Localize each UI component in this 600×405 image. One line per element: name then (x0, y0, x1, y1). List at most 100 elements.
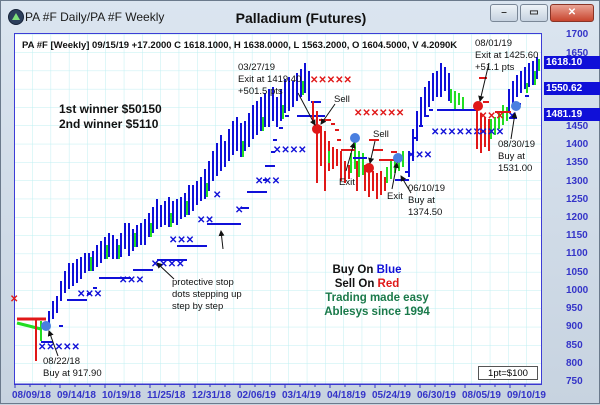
bars-green-5 (526, 59, 540, 93)
blue-x-end: ✕✕✕ (479, 127, 504, 138)
svg-text:✕✕: ✕✕ (197, 215, 214, 226)
svg-text:✕✕✕✕: ✕✕✕✕ (273, 145, 307, 156)
x-tick: 02/06/19 (237, 390, 276, 401)
svg-text:✕✕✕✕✕✕: ✕✕✕✕✕✕ (354, 108, 404, 119)
point-value-note: 1pt=$100 (478, 366, 538, 380)
buy-0830-label: Buy at (498, 151, 525, 162)
y-tick: 1450 (566, 121, 589, 132)
price-badge-mid: 1550.62 (544, 82, 600, 95)
bars-uptrend-2 (408, 63, 450, 177)
x-tick: 03/14/19 (282, 390, 321, 401)
window-title: PA #F Daily/PA #F Weekly (25, 10, 165, 24)
buy-0830-date: 08/30/19 (498, 139, 535, 150)
legend-sell-prefix: Sell On (334, 278, 378, 290)
app-logo-icon (8, 9, 24, 25)
svg-text:✕✕✕✕: ✕✕✕✕ (151, 259, 185, 270)
x-tick: 09/10/19 (507, 390, 546, 401)
exit-label-2: Exit (387, 191, 403, 202)
maximize-button[interactable]: ▭ (520, 4, 548, 22)
bars-green-3 (450, 89, 464, 109)
y-tick: 1250 (566, 194, 589, 205)
exit-0327-pts: +501.5 pts (238, 86, 283, 97)
window-controls: – ▭ ✕ (490, 4, 594, 22)
y-tick: 1150 (566, 230, 588, 241)
x-tick: 09/14/18 (57, 390, 96, 401)
x-tick: 11/25/18 (147, 390, 186, 401)
bars-initial: ✕ (10, 294, 46, 361)
y-tick: 1650 (566, 48, 589, 59)
blue-dots-late (413, 109, 477, 139)
sell-x-marker: ✕ (10, 294, 18, 305)
exit-label-1: Exit (339, 177, 355, 188)
y-tick: 900 (566, 321, 583, 332)
buy-0610-price: 1374.50 (408, 207, 443, 218)
svg-text:✕✕✕: ✕✕✕ (77, 289, 102, 300)
annotation-arrows (47, 62, 518, 357)
exit-0801-price: Exit at 1425.60 (475, 50, 539, 61)
svg-text:✕: ✕ (213, 190, 221, 201)
price-badge-close: 1618.10 (544, 56, 600, 69)
svg-text:✕✕✕: ✕✕✕ (255, 176, 280, 187)
y-tick: 1000 (566, 285, 589, 296)
x-tick: 05/24/19 (372, 390, 411, 401)
legend-buy-prefix: Buy On (332, 264, 377, 276)
legend-sell: Sell On Red (317, 277, 417, 292)
y-tick: 800 (566, 358, 583, 369)
tagline-1: Trading made easy (325, 292, 429, 304)
exit-signal-0801[interactable] (473, 101, 483, 111)
sell-signal-0327[interactable] (312, 124, 322, 134)
y-tick: 1400 (566, 139, 589, 150)
x-tick: 06/30/19 (417, 390, 456, 401)
minimize-icon: – (501, 7, 507, 18)
y-tick: 950 (566, 303, 583, 314)
y-tick: 1100 (566, 248, 588, 259)
grid (15, 34, 541, 384)
legend-buy-color: Blue (376, 264, 402, 276)
exit-0801-date: 08/01/19 (475, 38, 512, 49)
blue-x-markers: ✕✕✕✕✕ ✕✕✕ ✕✕✕ ✕✕✕✕ ✕✕✕ ✕✕ ✕ ✕ ✕✕✕ ✕✕✕✕ (38, 145, 307, 353)
svg-text:✕✕✕: ✕✕✕ (119, 275, 144, 286)
chart-title: Palladium (Futures) (235, 10, 367, 26)
buy-signal-0830[interactable] (511, 101, 521, 111)
buy-0610-date: 06/10/19 (408, 183, 445, 194)
y-tick: 750 (566, 376, 583, 387)
svg-text:✕✕✕✕✕: ✕✕✕✕✕ (310, 75, 352, 86)
bars-downtrend (312, 101, 386, 199)
bars-downtrend-2 (476, 107, 490, 153)
y-tick: 1050 (566, 267, 589, 278)
x-tick: 08/05/19 (462, 390, 501, 401)
protective-note-3: step by step (172, 301, 224, 312)
minimize-button[interactable]: – (490, 4, 518, 22)
y-tick: 1300 (566, 176, 589, 187)
sell-signal-0510[interactable] (364, 163, 374, 173)
buy-0830-price: 1531.00 (498, 163, 533, 174)
buy-0610-label: Buy at (408, 195, 435, 206)
x-tick: 08/09/18 (12, 390, 51, 401)
svg-text:✕✕✕: ✕✕✕ (407, 150, 432, 161)
x-tick: 12/31/18 (192, 390, 231, 401)
title-bar[interactable]: PA #F Daily/PA #F Weekly Palladium (Futu… (1, 1, 599, 33)
buy-signal-0822[interactable] (41, 321, 51, 331)
price-badge-stop: 1481.19 (544, 108, 600, 121)
x-tick: 04/18/19 (327, 390, 366, 401)
ohlc-info-line: PA #F [Weekly] 09/15/19 +17.2000 C 1618.… (22, 40, 458, 51)
bars-uptrend-3 (508, 57, 538, 111)
exit-signal-0603[interactable] (393, 153, 403, 163)
protective-note-2: dots stepping up (172, 289, 242, 300)
y-tick: 850 (566, 340, 583, 351)
exit-signal-0418[interactable] (350, 133, 360, 143)
svg-text:✕✕✕✕✕: ✕✕✕✕✕ (38, 342, 80, 353)
sell-label-2: Sell (373, 129, 389, 140)
sell-label-1: Sell (334, 94, 350, 105)
maximize-icon: ▭ (529, 7, 539, 18)
legend-sell-color: Red (377, 278, 400, 290)
close-icon: ✕ (567, 7, 577, 18)
sell-stop-dots (319, 119, 401, 161)
svg-text:✕✕✕: ✕✕✕ (479, 111, 504, 122)
red-x-late: ✕✕✕ (479, 111, 504, 122)
svg-text:✕✕✕✕✕✕: ✕✕✕✕✕✕ (431, 127, 481, 138)
buy-0822-date: 08/22/18 (43, 356, 80, 367)
close-button[interactable]: ✕ (550, 4, 594, 22)
y-tick: 1350 (566, 157, 589, 168)
